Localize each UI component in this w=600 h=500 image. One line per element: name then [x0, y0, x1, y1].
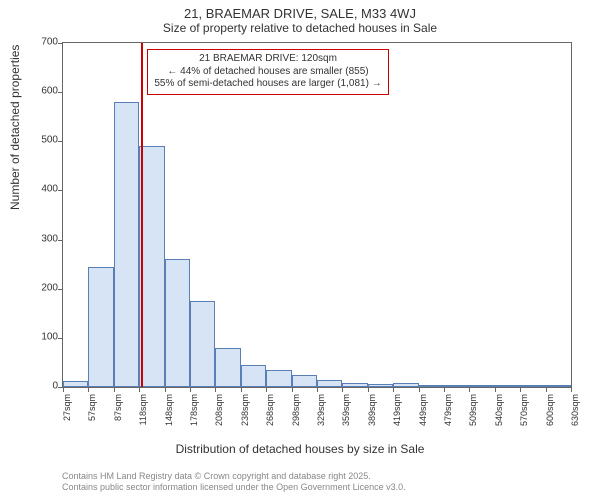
x-tick	[444, 387, 445, 392]
y-tick	[58, 289, 63, 290]
chart-title: 21, BRAEMAR DRIVE, SALE, M33 4WJ	[0, 0, 600, 21]
histogram-bar	[165, 259, 190, 387]
x-tick	[520, 387, 521, 392]
histogram-chart: 21, BRAEMAR DRIVE, SALE, M33 4WJ Size of…	[0, 0, 600, 500]
x-tick-label: 449sqm	[418, 394, 428, 434]
x-tick	[190, 387, 191, 392]
histogram-bar	[469, 385, 494, 387]
y-tick	[58, 190, 63, 191]
x-tick-label: 178sqm	[189, 394, 199, 434]
y-tick-label: 700	[41, 37, 58, 48]
x-axis-label: Distribution of detached houses by size …	[0, 442, 600, 456]
x-tick	[317, 387, 318, 392]
histogram-bar	[317, 380, 342, 387]
x-tick-label: 509sqm	[468, 394, 478, 434]
plot-area: 21 BRAEMAR DRIVE: 120sqm ← 44% of detach…	[62, 42, 572, 388]
x-tick-label: 87sqm	[113, 394, 123, 434]
histogram-bar	[266, 370, 291, 387]
y-tick-label: 400	[41, 184, 58, 195]
y-tick-label: 200	[41, 282, 58, 293]
x-tick-label: 600sqm	[545, 394, 555, 434]
histogram-bar	[520, 385, 545, 387]
x-tick-label: 27sqm	[62, 394, 72, 434]
histogram-bar	[419, 385, 444, 387]
y-tick	[58, 43, 63, 44]
x-tick	[546, 387, 547, 392]
x-tick-label: 148sqm	[164, 394, 174, 434]
histogram-bar	[368, 384, 393, 387]
histogram-bar	[114, 102, 139, 387]
x-tick	[342, 387, 343, 392]
marker-line	[141, 43, 143, 387]
y-tick	[58, 92, 63, 93]
y-tick-label: 0	[52, 381, 58, 392]
x-tick	[266, 387, 267, 392]
histogram-bar	[63, 381, 88, 387]
x-tick-label: 238sqm	[240, 394, 250, 434]
annotation-line3: 55% of semi-detached houses are larger (…	[154, 78, 381, 91]
histogram-bar	[88, 267, 113, 387]
x-tick-label: 359sqm	[341, 394, 351, 434]
histogram-bar	[393, 383, 418, 387]
footer-line2: Contains public sector information licen…	[62, 482, 406, 494]
x-tick-label: 419sqm	[392, 394, 402, 434]
x-tick	[368, 387, 369, 392]
y-tick-label: 600	[41, 86, 58, 97]
annotation-line2: ← 44% of detached houses are smaller (85…	[154, 66, 381, 79]
x-tick	[571, 387, 572, 392]
x-tick-label: 298sqm	[291, 394, 301, 434]
histogram-bar	[292, 375, 317, 387]
y-tick-label: 100	[41, 331, 58, 342]
x-tick	[241, 387, 242, 392]
histogram-bar	[342, 383, 367, 387]
annotation-line1: 21 BRAEMAR DRIVE: 120sqm	[154, 53, 381, 66]
x-tick	[419, 387, 420, 392]
x-tick-label: 118sqm	[138, 394, 148, 434]
x-tick-label: 630sqm	[570, 394, 580, 434]
x-tick	[215, 387, 216, 392]
x-tick	[292, 387, 293, 392]
footer-line1: Contains HM Land Registry data © Crown c…	[62, 471, 406, 483]
y-tick-label: 300	[41, 233, 58, 244]
x-tick-label: 540sqm	[494, 394, 504, 434]
x-tick-label: 389sqm	[367, 394, 377, 434]
y-tick	[58, 338, 63, 339]
x-tick	[495, 387, 496, 392]
y-tick	[58, 141, 63, 142]
x-tick	[165, 387, 166, 392]
x-tick	[139, 387, 140, 392]
histogram-bar	[546, 385, 571, 387]
y-axis-label: Number of detached properties	[8, 45, 22, 210]
x-tick-label: 329sqm	[316, 394, 326, 434]
histogram-bar	[215, 348, 240, 387]
y-tick-label: 500	[41, 135, 58, 146]
histogram-bar	[241, 365, 266, 387]
y-tick	[58, 240, 63, 241]
x-tick-label: 268sqm	[265, 394, 275, 434]
histogram-bar	[444, 385, 469, 387]
x-tick	[88, 387, 89, 392]
x-tick	[114, 387, 115, 392]
histogram-bar	[190, 301, 215, 387]
x-tick-label: 57sqm	[87, 394, 97, 434]
annotation-box: 21 BRAEMAR DRIVE: 120sqm ← 44% of detach…	[147, 49, 388, 95]
x-tick-label: 479sqm	[443, 394, 453, 434]
x-tick-label: 570sqm	[519, 394, 529, 434]
x-tick	[393, 387, 394, 392]
x-tick	[63, 387, 64, 392]
footer-text: Contains HM Land Registry data © Crown c…	[62, 471, 406, 494]
x-tick-label: 208sqm	[214, 394, 224, 434]
histogram-bar	[495, 385, 520, 387]
chart-subtitle: Size of property relative to detached ho…	[0, 21, 600, 39]
x-tick	[469, 387, 470, 392]
